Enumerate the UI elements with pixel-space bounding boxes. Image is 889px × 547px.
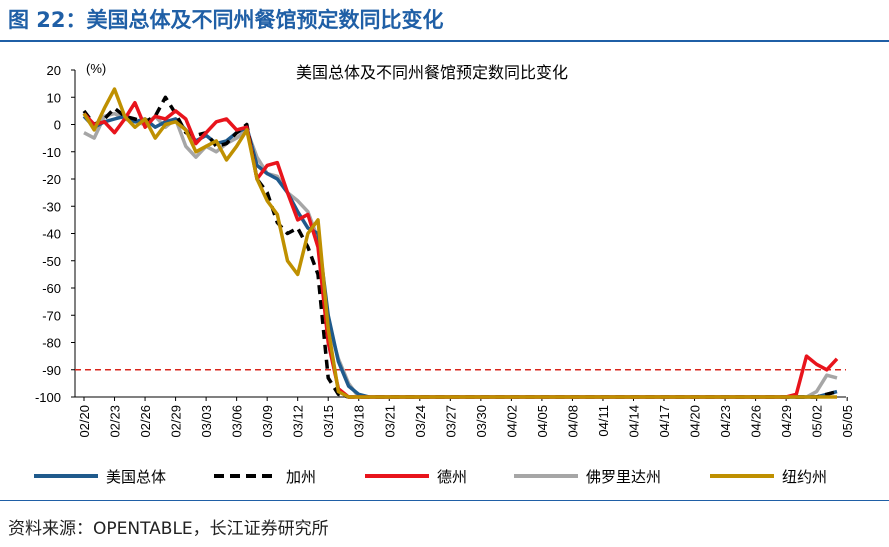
y-ticks: 20 10 0 -10 -20 -30 -40 -50 -60 -70 -80 -90 -100 [35,63,75,405]
x-tick-label: 04/02 [504,405,519,438]
x-tick-label: 02/23 [108,405,123,438]
series-lines [82,87,839,399]
x-tick-label: 03/30 [474,405,489,438]
x-tick-label: 02/26 [138,405,153,438]
x-tick-label: 03/03 [199,405,214,438]
x-ticks: 02/20 02/23 02/26 02/29 03/03 03/06 03/09 03/12… [77,397,855,438]
unit-label: (%) [86,61,106,76]
x-tick-label: 02/20 [77,405,92,438]
y-tick-label: -60 [42,281,61,296]
x-tick-label: 03/21 [382,405,397,438]
y-tick-label: -80 [42,336,61,351]
x-tick-label: 04/17 [657,405,672,438]
legend-label-2: 德州 [437,468,467,486]
y-tick-label: 0 [54,118,61,133]
x-tick-label: 04/20 [688,405,703,438]
y-tick-label: 20 [47,63,61,78]
series-line-4 [82,87,837,399]
x-tick-label: 04/11 [596,405,611,437]
x-tick-label: 03/27 [443,405,458,438]
series-line-2 [82,100,839,399]
series-line-3 [83,111,838,399]
x-tick-label: 03/24 [413,405,428,438]
x-tick-label: 03/15 [321,405,336,438]
x-tick-label: 02/29 [169,405,184,438]
y-tick-label: -10 [42,145,61,160]
legend: 美国总体 加州 德州 佛罗里达州 纽约州 [34,468,827,486]
x-tick-label: 04/26 [749,405,764,438]
x-tick-label: 05/05 [840,405,855,438]
y-tick-label: -50 [42,254,61,269]
line-chart: 美国总体及不同州餐馆预定数同比变化 (%) 20 10 0 -10 -20 -30 -40 -… [34,61,855,486]
figure-title: 图 22：美国总体及不同州餐馆预定数同比变化 [8,8,444,32]
series-line-1 [82,95,838,399]
x-tick-label: 05/02 [810,405,825,438]
y-tick-label: -30 [42,199,61,214]
x-tick-label: 04/29 [779,405,794,438]
x-tick-label: 03/06 [230,405,245,438]
source-note: 资料来源：OPENTABLE，长江证券研究所 [8,519,329,539]
x-tick-label: 04/23 [718,405,733,438]
y-tick-label: -90 [42,363,61,378]
x-tick-label: 03/12 [291,405,306,438]
legend-label-1: 加州 [286,468,316,486]
x-tick-label: 03/09 [260,405,275,438]
bottom-rule [0,500,889,501]
legend-label-4: 纽约州 [782,468,827,486]
y-tick-label: -20 [42,172,61,187]
x-tick-label: 04/08 [565,405,580,438]
x-tick-label: 04/14 [626,405,641,438]
title-rule [0,40,889,42]
x-tick-label: 03/18 [352,405,367,438]
y-tick-label: -100 [35,390,61,405]
legend-label-3: 佛罗里达州 [586,468,661,486]
y-tick-label: -70 [42,308,61,323]
legend-label-0: 美国总体 [106,468,166,486]
y-tick-label: -40 [42,227,61,242]
y-tick-label: 10 [47,90,61,105]
chart-title: 美国总体及不同州餐馆预定数同比变化 [296,63,568,82]
x-tick-label: 04/05 [535,405,550,438]
